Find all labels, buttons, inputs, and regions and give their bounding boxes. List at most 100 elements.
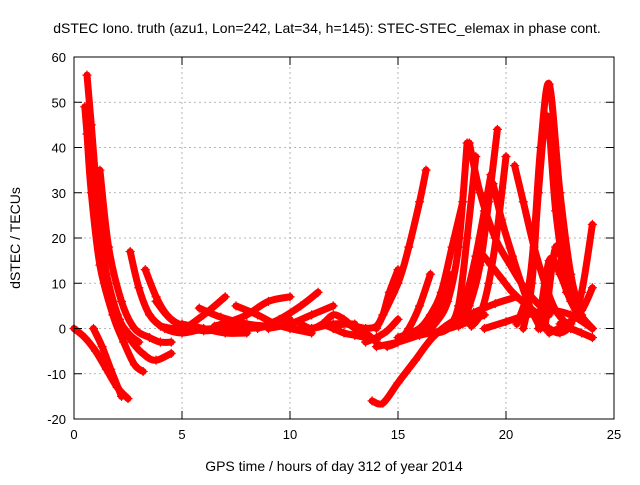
series-point-marker [155, 321, 166, 331]
series-arc33 [453, 124, 503, 331]
series-point-marker [220, 292, 230, 302]
series-point-marker [382, 341, 392, 352]
series-point-marker [475, 310, 485, 320]
series-point-marker [127, 337, 137, 347]
series-arc6 [95, 165, 176, 347]
series-point-marker [462, 233, 472, 243]
series-point-marker [328, 301, 338, 311]
series-point-marker [119, 337, 129, 347]
series-point-marker [497, 274, 507, 284]
y-tick-label: 20 [52, 231, 66, 246]
y-tick-label: 0 [59, 322, 66, 337]
series-point-marker [194, 303, 204, 313]
series-point-marker [166, 337, 176, 347]
series-point-marker [252, 323, 263, 334]
series-point-marker [587, 323, 598, 334]
series-point-marker [285, 292, 295, 302]
series-point-marker [518, 197, 528, 207]
series-point-marker [360, 323, 371, 334]
series-point-marker [360, 337, 371, 347]
series-point-marker [378, 398, 388, 408]
series-point-marker [490, 298, 500, 309]
series-arc45-trace [545, 284, 596, 337]
x-tick-label: 15 [391, 427, 405, 442]
series-point-marker [296, 301, 306, 311]
series-point-marker [371, 332, 382, 343]
series-point-marker [404, 328, 414, 338]
series-point-marker [125, 246, 135, 257]
series-point-marker [419, 328, 429, 338]
series-point-marker [436, 287, 446, 297]
series-arc46 [555, 319, 598, 343]
series-point-marker [231, 301, 241, 311]
series-point-marker [97, 341, 107, 352]
series-point-marker [544, 79, 554, 89]
series-point-marker [80, 332, 90, 343]
series-arc46-trace [556, 320, 596, 342]
series-point-marker [129, 360, 140, 370]
series-point-marker [414, 301, 425, 311]
series-point-marker [486, 260, 496, 270]
series-point-marker [220, 323, 230, 334]
series-point-marker [103, 278, 114, 288]
series-point-marker [544, 328, 554, 338]
series-point-marker [551, 305, 561, 316]
series-arc3-trace [89, 325, 125, 400]
series-point-marker [501, 151, 511, 162]
y-tick-label: 50 [52, 95, 66, 110]
series-point-marker [414, 197, 425, 207]
series-point-marker [123, 393, 133, 404]
series-point-marker [306, 310, 317, 320]
series-point-marker [576, 287, 587, 297]
series-point-marker [542, 111, 552, 121]
x-tick-label: 20 [499, 427, 513, 442]
series-point-marker [464, 301, 474, 311]
series-point-marker [155, 337, 166, 347]
series-arc39-trace [511, 162, 575, 332]
series-point-marker [497, 215, 507, 225]
series-point-marker [393, 378, 403, 388]
series-point-marker [106, 364, 116, 374]
series-point-marker [367, 396, 377, 406]
series-arc26 [371, 165, 431, 334]
series-point-marker [509, 160, 520, 171]
series-point-marker [475, 246, 485, 257]
series-point-marker [468, 308, 479, 318]
tick-layer: 0 5 10 15 20 25 -20 -10 0 10 20 30 40 50 60 [47, 50, 621, 442]
series-arc2-trace [81, 103, 147, 375]
series-point-marker [587, 332, 598, 343]
series-point-marker [443, 296, 453, 306]
series-point-marker [306, 323, 317, 334]
y-tick-label: 30 [52, 186, 66, 201]
series-point-marker [393, 332, 403, 343]
series-point-marker [328, 310, 338, 320]
series-arc11-trace [178, 320, 251, 337]
series-point-marker [518, 323, 528, 334]
series-point-marker [339, 319, 349, 329]
series-point-marker [432, 328, 442, 338]
series-point-marker [533, 188, 544, 198]
series-point-marker [479, 323, 490, 334]
x-tick-label: 5 [178, 427, 185, 442]
series-point-marker [453, 310, 464, 320]
series-point-marker [274, 314, 284, 325]
y-tick-label: 10 [52, 276, 66, 291]
series-point-marker [144, 332, 155, 343]
series-arc22 [360, 314, 403, 347]
series-point-marker [404, 242, 414, 252]
series-point-marker [410, 355, 420, 365]
series-point-marker [103, 242, 114, 252]
series-point-marker [95, 233, 105, 243]
series-point-marker [140, 265, 150, 275]
x-tick-label: 0 [70, 427, 77, 442]
series-point-marker [425, 310, 436, 320]
series-point-marker [350, 330, 360, 340]
series-arc30-trace [420, 139, 471, 337]
series-arc29-trace [405, 198, 467, 337]
series-point-marker [464, 138, 474, 148]
series-point-marker [576, 305, 587, 316]
series-point-marker [140, 351, 150, 361]
series-point-marker [350, 321, 360, 331]
series-point-marker [371, 323, 382, 334]
